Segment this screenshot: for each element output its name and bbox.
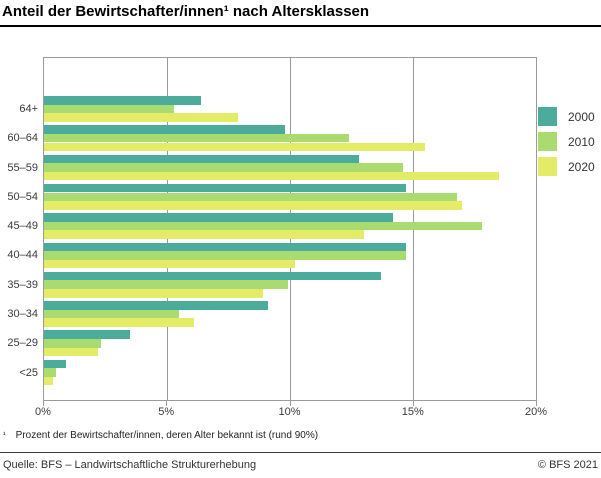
bar-2000-30–34 <box>44 301 268 310</box>
legend-swatch-2020 <box>538 157 557 176</box>
bar-2020-35–39 <box>44 289 263 298</box>
y-label-64+: 64+ <box>19 102 38 115</box>
bar-2010-50–54 <box>44 192 458 202</box>
y-label-<25: <25 <box>19 366 38 379</box>
x-label-0%: 0% <box>35 406 51 418</box>
y-label-55–59: 55–59 <box>7 161 38 174</box>
x-label-15%: 15% <box>401 406 424 418</box>
legend-item-2020: 2020 <box>538 157 595 176</box>
legend-swatch-2000 <box>538 107 557 126</box>
bar-2010-40–44 <box>44 251 406 260</box>
x-tick-0% <box>43 401 44 406</box>
legend: 2000 2010 2020 <box>538 107 595 182</box>
bar-2010-60–64 <box>44 133 350 143</box>
bar-2010-45–49 <box>44 221 482 231</box>
bar-2000-45–49 <box>44 213 394 222</box>
footnote-marker: ¹ <box>3 430 6 439</box>
bar-2000-60–64 <box>44 125 286 134</box>
bar-2020-25–29 <box>44 347 99 357</box>
legend-swatch-2010 <box>538 132 557 151</box>
bar-2010-<25 <box>44 368 57 377</box>
bar-2020-<25 <box>44 376 53 386</box>
legend-label-2000: 2000 <box>568 109 595 124</box>
legend-item-2010: 2010 <box>538 132 595 151</box>
y-label-40–44: 40–44 <box>7 249 38 262</box>
y-label-25–29: 25–29 <box>7 337 38 350</box>
legend-label-2020: 2020 <box>568 159 595 174</box>
bar-2020-60–64 <box>44 142 426 152</box>
title-rule <box>0 25 601 27</box>
bar-2010-64+ <box>44 104 175 114</box>
source-row: Quelle: BFS – Landwirtschaftliche Strukt… <box>3 459 598 471</box>
bar-2000-40–44 <box>44 242 406 252</box>
bar-2010-25–29 <box>44 339 101 348</box>
legend-item-2000: 2000 <box>538 107 595 126</box>
x-label-5%: 5% <box>158 406 175 418</box>
x-tick-10% <box>289 401 291 406</box>
bar-2000-55–59 <box>44 154 359 164</box>
x-label-10%: 10% <box>278 406 301 418</box>
y-label-35–39: 35–39 <box>7 278 38 291</box>
x-label-20%: 20% <box>524 406 548 418</box>
y-label-45–49: 45–49 <box>7 220 38 233</box>
x-tick-20% <box>536 401 537 406</box>
bar-2020-40–44 <box>44 259 295 269</box>
bar-2020-55–59 <box>44 171 500 181</box>
bar-2010-55–59 <box>44 163 404 172</box>
bar-2000-35–39 <box>44 271 382 281</box>
footnote-text: Prozent der Bewirtschafter/innen, deren … <box>15 430 319 441</box>
bottom-rule <box>0 452 601 453</box>
y-label-50–54: 50–54 <box>7 190 38 203</box>
source-text: Quelle: BFS – Landwirtschaftliche Strukt… <box>3 459 257 471</box>
bar-2020-50–54 <box>44 201 463 210</box>
bar-2000-25–29 <box>44 330 131 339</box>
plot-area <box>43 57 537 401</box>
bar-2020-30–34 <box>44 318 195 327</box>
bar-2010-35–39 <box>44 280 288 289</box>
bar-2000-<25 <box>44 359 67 369</box>
chart-title: Anteil der Bewirtschafter/innen¹ nach Al… <box>2 3 370 20</box>
copyright-text: © BFS 2021 <box>537 459 598 471</box>
bar-2020-64+ <box>44 113 239 122</box>
bar-2010-30–34 <box>44 309 180 319</box>
bar-2000-50–54 <box>44 183 406 193</box>
x-tick-15% <box>412 401 414 406</box>
footnote: ¹ Prozent der Bewirtschafter/innen, deren… <box>3 430 318 441</box>
y-label-30–34: 30–34 <box>7 308 38 320</box>
x-tick-5% <box>166 401 168 406</box>
y-label-60–64: 60–64 <box>7 132 38 145</box>
bar-2000-64+ <box>44 96 202 105</box>
legend-label-2010: 2010 <box>568 134 595 149</box>
bar-2020-45–49 <box>44 230 364 239</box>
